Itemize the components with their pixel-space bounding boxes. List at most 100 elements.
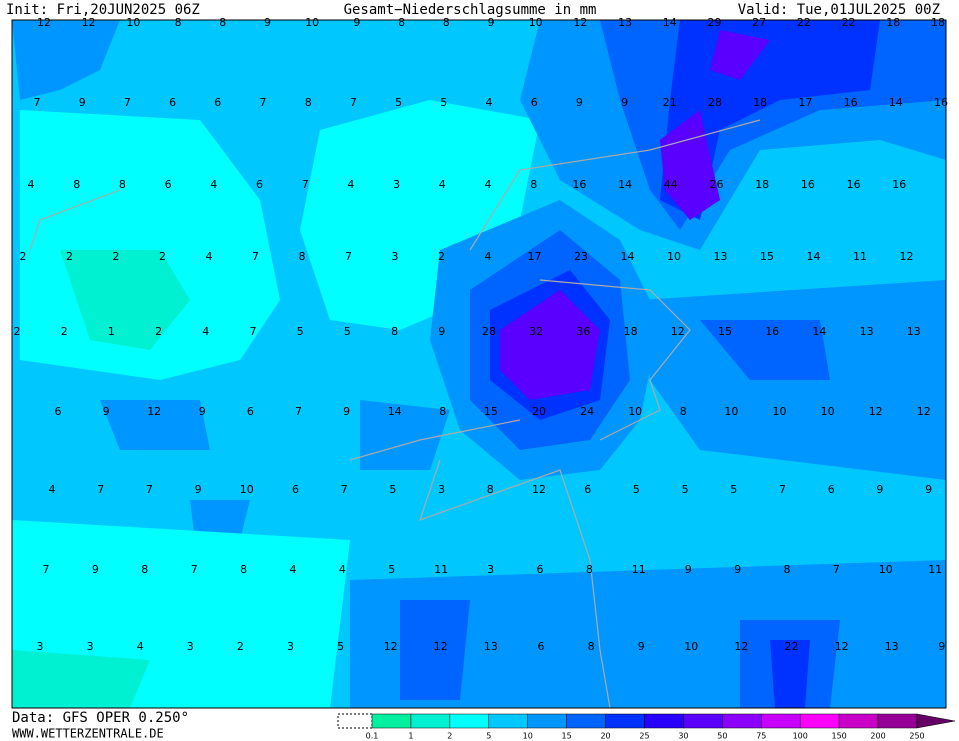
grid-value: 16 xyxy=(892,178,906,191)
grid-value: 13 xyxy=(885,640,899,653)
grid-value: 14 xyxy=(621,250,635,263)
grid-value: 7 xyxy=(779,483,786,496)
grid-value: 6 xyxy=(214,96,221,109)
grid-value: 9 xyxy=(79,96,86,109)
grid-value: 9 xyxy=(92,563,99,576)
grid-value: 2 xyxy=(155,325,162,338)
grid-value: 8 xyxy=(680,405,687,418)
grid-value: 8 xyxy=(119,178,126,191)
grid-value: 5 xyxy=(395,96,402,109)
grid-value: 11 xyxy=(853,250,867,263)
grid-value: 7 xyxy=(341,483,348,496)
grid-value: 12 xyxy=(37,16,51,29)
grid-value: 3 xyxy=(187,640,194,653)
grid-value: 7 xyxy=(124,96,131,109)
grid-value: 7 xyxy=(302,178,309,191)
legend-swatch xyxy=(449,713,490,729)
grid-value: 4 xyxy=(202,325,209,338)
grid-value: 5 xyxy=(297,325,304,338)
legend-arrow xyxy=(916,713,956,729)
grid-value: 16 xyxy=(572,178,586,191)
grid-value: 9 xyxy=(938,640,945,653)
grid-value: 26 xyxy=(710,178,724,191)
legend-swatch xyxy=(566,713,606,729)
legend-swatch xyxy=(799,713,840,729)
grid-value: 10 xyxy=(821,405,835,418)
grid-value: 2 xyxy=(237,640,244,653)
grid-value: 8 xyxy=(299,250,306,263)
grid-value: 2 xyxy=(438,250,445,263)
grid-value: 13 xyxy=(860,325,874,338)
legend-swatch xyxy=(410,713,451,729)
grid-value: 24 xyxy=(580,405,594,418)
grid-value: 3 xyxy=(87,640,94,653)
grid-value: 8 xyxy=(784,563,791,576)
grid-value: 18 xyxy=(931,16,945,29)
grid-value: 7 xyxy=(252,250,259,263)
legend-swatch xyxy=(838,713,879,729)
grid-value: 9 xyxy=(734,563,741,576)
grid-value: 5 xyxy=(682,483,689,496)
grid-value: 7 xyxy=(295,405,302,418)
grid-value: 27 xyxy=(752,16,766,29)
grid-value: 16 xyxy=(844,96,858,109)
grid-value: 2 xyxy=(61,325,68,338)
grid-value: 15 xyxy=(484,405,498,418)
grid-value: 10 xyxy=(628,405,642,418)
grid-value: 7 xyxy=(97,483,104,496)
valid-time: Valid: Tue,01JUL2025 00Z xyxy=(738,2,940,18)
grid-value: 14 xyxy=(388,405,402,418)
grid-value: 9 xyxy=(195,483,202,496)
grid-value: 14 xyxy=(663,16,677,29)
grid-value: 6 xyxy=(247,405,254,418)
legend-label: 100 xyxy=(793,732,808,741)
grid-value: 44 xyxy=(664,178,678,191)
grid-value: 22 xyxy=(785,640,799,653)
grid-value: 9 xyxy=(638,640,645,653)
grid-value: 23 xyxy=(574,250,588,263)
legend-label: 15 xyxy=(562,732,572,741)
grid-value: 8 xyxy=(219,16,226,29)
grid-value: 18 xyxy=(886,16,900,29)
grid-value: 18 xyxy=(624,325,638,338)
grid-value: 9 xyxy=(925,483,932,496)
legend-label: 2 xyxy=(447,732,452,741)
grid-value: 12 xyxy=(434,640,448,653)
grid-value: 4 xyxy=(210,178,217,191)
grid-value: 1 xyxy=(108,325,115,338)
grid-value: 4 xyxy=(339,563,346,576)
legend-label: 75 xyxy=(756,732,766,741)
legend-swatch xyxy=(605,713,645,729)
legend-label: 50 xyxy=(717,732,727,741)
init-time: Init: Fri,20JUN2025 06Z xyxy=(6,2,200,18)
legend-label: 25 xyxy=(639,732,649,741)
grid-value: 10 xyxy=(667,250,681,263)
grid-value: 8 xyxy=(305,96,312,109)
grid-value: 16 xyxy=(934,96,948,109)
grid-value: 5 xyxy=(633,483,640,496)
grid-value: 32 xyxy=(529,325,543,338)
legend-swatch xyxy=(683,713,723,729)
legend-swatch xyxy=(527,713,567,729)
grid-value: 12 xyxy=(671,325,685,338)
grid-value: 11 xyxy=(434,563,448,576)
grid-value: 7 xyxy=(833,563,840,576)
grid-value: 2 xyxy=(66,250,73,263)
grid-value: 8 xyxy=(443,16,450,29)
legend-label: 1 xyxy=(408,732,413,741)
grid-value: 10 xyxy=(724,405,738,418)
grid-value: 7 xyxy=(191,563,198,576)
grid-value: 9 xyxy=(343,405,350,418)
grid-value: 7 xyxy=(260,96,267,109)
grid-value: 12 xyxy=(917,405,931,418)
precip-field xyxy=(12,20,946,708)
grid-value: 13 xyxy=(484,640,498,653)
legend-lowest xyxy=(337,713,373,729)
grid-value: 28 xyxy=(482,325,496,338)
grid-value: 15 xyxy=(760,250,774,263)
grid-value: 36 xyxy=(576,325,590,338)
grid-value: 10 xyxy=(126,16,140,29)
grid-value: 12 xyxy=(734,640,748,653)
source-url: WWW.WETTERZENTRALE.DE xyxy=(12,727,164,741)
grid-value: 3 xyxy=(392,250,399,263)
